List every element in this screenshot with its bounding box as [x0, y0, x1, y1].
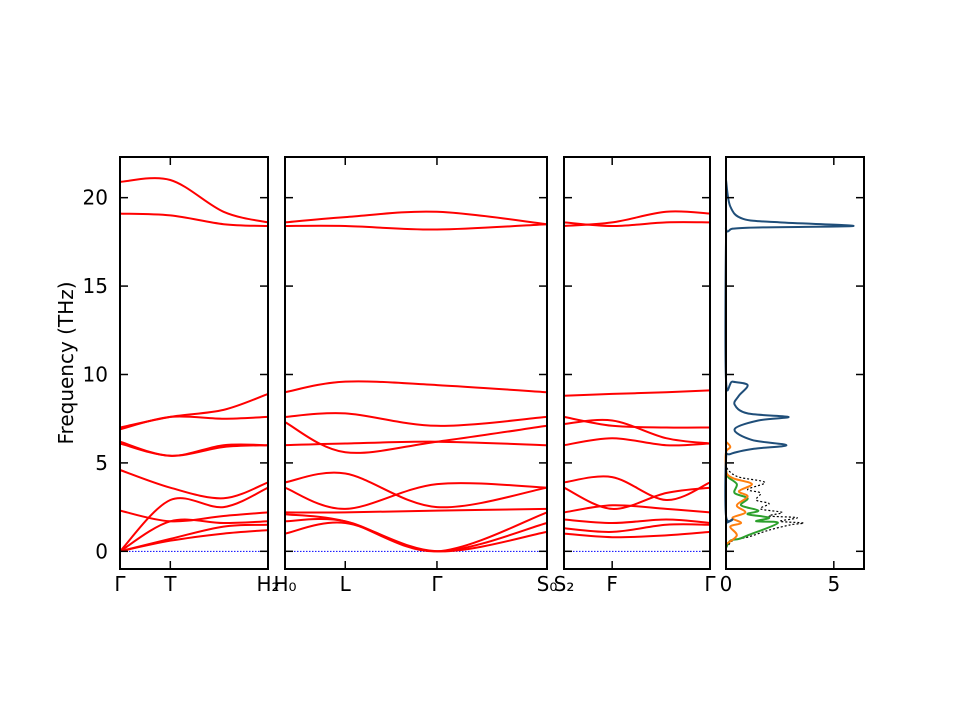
y-tick-label: 0	[95, 539, 108, 563]
band-line-7	[563, 437, 711, 447]
x-tick-label: H₂	[256, 572, 279, 596]
band-line-1	[284, 521, 548, 553]
x-tick-label: Γ	[704, 572, 716, 596]
x-tick-label: Γ	[114, 572, 126, 596]
band-line-6	[563, 475, 711, 502]
x-tick-label: L	[340, 572, 352, 596]
y-axis-label: Frequency (THz)	[54, 281, 78, 444]
dos-series-3	[724, 441, 753, 546]
x-tick-label: S₀	[537, 572, 558, 596]
panel-frame	[284, 156, 548, 570]
panel-3: S₂ F Γ	[554, 156, 716, 596]
y-tick-label: 5	[95, 451, 108, 475]
panel-frame	[563, 156, 711, 570]
band-line-5	[119, 509, 269, 523]
dos-series-1	[725, 462, 805, 549]
band-line-1	[563, 530, 711, 539]
band-line-5	[284, 482, 548, 510]
panel-frame	[119, 156, 269, 570]
dos-series-4	[724, 179, 855, 524]
band-line-10	[563, 389, 711, 397]
band-line-4	[119, 486, 269, 553]
panel-frame	[725, 156, 865, 570]
y-tick-label: 10	[83, 362, 108, 386]
band-line-6	[119, 469, 269, 500]
y-tick-labels: 0 5 10 15 20	[83, 186, 108, 564]
band-line-9	[284, 412, 548, 427]
band-line-12	[119, 177, 269, 224]
band-line-10	[119, 392, 269, 429]
y-tick-label: 20	[83, 186, 108, 210]
band-line-8	[119, 442, 269, 457]
x-tick-label: Γ	[431, 572, 443, 596]
band-line-11	[119, 212, 269, 227]
band-line-4	[563, 504, 711, 514]
band-line-2	[563, 523, 711, 533]
band-line-7	[284, 440, 548, 447]
band-line-8	[284, 421, 548, 454]
dos-series-2	[725, 469, 779, 549]
band-line-3	[563, 518, 711, 525]
x-tick-label: 5	[827, 572, 840, 596]
x-tick-label: F	[606, 572, 618, 596]
x-tick-label: H₀	[273, 572, 296, 596]
band-line-3	[284, 511, 548, 553]
band-line-5	[563, 486, 711, 510]
panel-2: H₀ L Γ S₀	[273, 156, 558, 596]
y-tick-label: 15	[83, 274, 108, 298]
x-tick-label: T	[163, 572, 177, 596]
band-line-10	[284, 380, 548, 394]
x-tick-label: S₂	[554, 572, 575, 596]
band-line-12	[284, 210, 548, 226]
panel-1: Γ T H₂	[114, 156, 280, 596]
band-line-2	[119, 523, 269, 553]
band-line-6	[284, 471, 548, 509]
band-line-11	[284, 223, 548, 231]
band-line-4	[284, 507, 548, 514]
x-tick-label: 0	[720, 572, 733, 596]
band-line-9	[563, 415, 711, 429]
band-line-12	[563, 221, 711, 228]
